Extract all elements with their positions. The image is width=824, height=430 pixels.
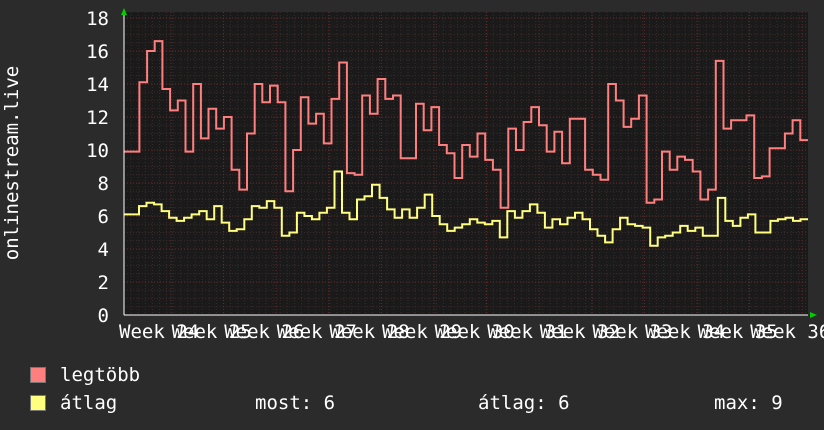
x-tick-label: Week 35 — [698, 321, 778, 343]
x-tick-label: Week 30 — [435, 321, 515, 343]
x-tick-label: Week 33 — [592, 321, 672, 343]
stat-max-label: max: — [714, 392, 760, 414]
x-tick-label: Week 36 — [750, 321, 824, 343]
chart-series — [124, 40, 808, 247]
stat-max: max: 9 — [714, 390, 783, 416]
x-tick-label: Week 34 — [645, 321, 725, 343]
legend-swatch-avg — [30, 395, 46, 411]
y-tick-label: 12 — [86, 107, 109, 129]
chart-grid — [123, 12, 808, 316]
stat-avg-label: átlag: — [478, 392, 547, 414]
legend-label-max: legtöbb — [60, 364, 141, 386]
x-tick-label: Week 29 — [382, 321, 462, 343]
y-tick-label: 0 — [98, 305, 109, 327]
stat-now: most: 6 — [255, 390, 335, 416]
y-tick-label: 16 — [86, 41, 109, 63]
y-tick-label: 4 — [98, 239, 109, 261]
x-axis-arrow-icon — [810, 312, 817, 318]
x-tick-label: Week 32 — [540, 321, 620, 343]
x-tick-label: Week 28 — [329, 321, 409, 343]
y-tick-label: 6 — [98, 206, 109, 228]
stat-max-value: 9 — [771, 392, 783, 414]
y-tick-label: 2 — [98, 272, 109, 294]
x-tick-label: Week 26 — [224, 321, 304, 343]
x-tick-label: Week 24 — [119, 321, 199, 343]
series-line-max — [124, 40, 808, 209]
y-axis-ticks: 0 2 4 6 8 10 12 14 16 18 — [86, 8, 109, 327]
series-line-avg — [124, 170, 808, 247]
y-tick-label: 10 — [86, 140, 109, 162]
x-tick-label: Week 31 — [487, 321, 567, 343]
y-axis-arrow-icon — [121, 8, 127, 15]
stat-avg: átlag: 6 — [478, 390, 570, 416]
chart-axes — [121, 8, 817, 318]
legend-swatch-max — [30, 367, 46, 383]
legend: legtöbb átlag most: 6 átlag: 6 max: 9 — [0, 360, 824, 430]
stat-now-label: most: — [255, 392, 313, 414]
legend-item-max: legtöbb — [30, 362, 140, 388]
x-tick-label: Week 25 — [172, 321, 252, 343]
y-tick-label: 8 — [98, 173, 109, 195]
stat-avg-value: 6 — [558, 392, 570, 414]
legend-label-avg: átlag — [60, 392, 118, 414]
y-axis-title: onlinestream.live — [1, 66, 23, 260]
plot-area — [124, 12, 808, 315]
y-tick-label: 14 — [86, 74, 109, 96]
legend-item-avg: átlag — [30, 390, 117, 416]
x-tick-label: Week 27 — [277, 321, 357, 343]
stat-now-value: 6 — [323, 392, 336, 414]
y-tick-label: 18 — [86, 8, 109, 30]
